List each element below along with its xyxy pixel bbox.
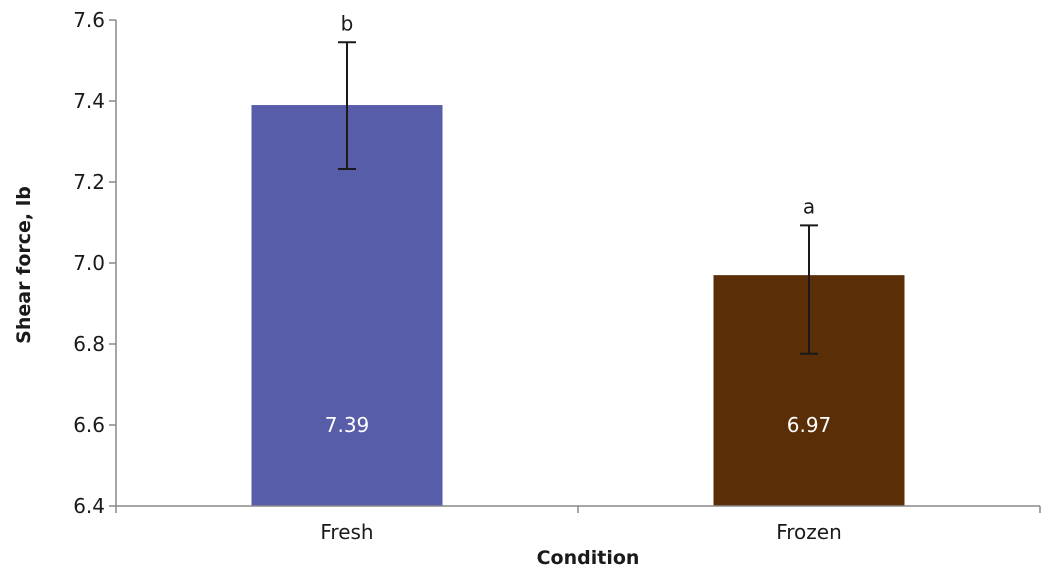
significance-letter: b — [341, 11, 354, 35]
y-tick-label: 7.0 — [73, 251, 105, 275]
bar-labels: b 7.39 a 6.97 — [325, 11, 832, 437]
y-axis-ticks: 6.4 6.6 6.8 7.0 7.2 7.4 7.6 — [73, 8, 116, 518]
x-tick-label: Frozen — [776, 520, 842, 544]
y-axis-title: Shear force, lb — [13, 186, 35, 344]
y-tick-label: 7.4 — [73, 89, 105, 113]
x-axis-title: Condition — [537, 547, 640, 569]
x-tick-label: Fresh — [320, 520, 373, 544]
bars — [251, 105, 905, 507]
bar-fresh — [251, 105, 443, 507]
y-tick-label: 7.2 — [73, 170, 105, 194]
y-tick-label: 6.4 — [73, 494, 105, 518]
error-bars — [338, 41, 818, 355]
significance-letter: a — [803, 194, 815, 218]
y-tick-label: 6.6 — [73, 413, 105, 437]
y-tick-label: 7.6 — [73, 8, 105, 32]
data-label: 7.39 — [325, 413, 370, 437]
y-tick-label: 6.8 — [73, 332, 105, 356]
x-axis-ticks: Fresh Frozen — [115, 506, 1041, 544]
data-label: 6.97 — [787, 413, 832, 437]
